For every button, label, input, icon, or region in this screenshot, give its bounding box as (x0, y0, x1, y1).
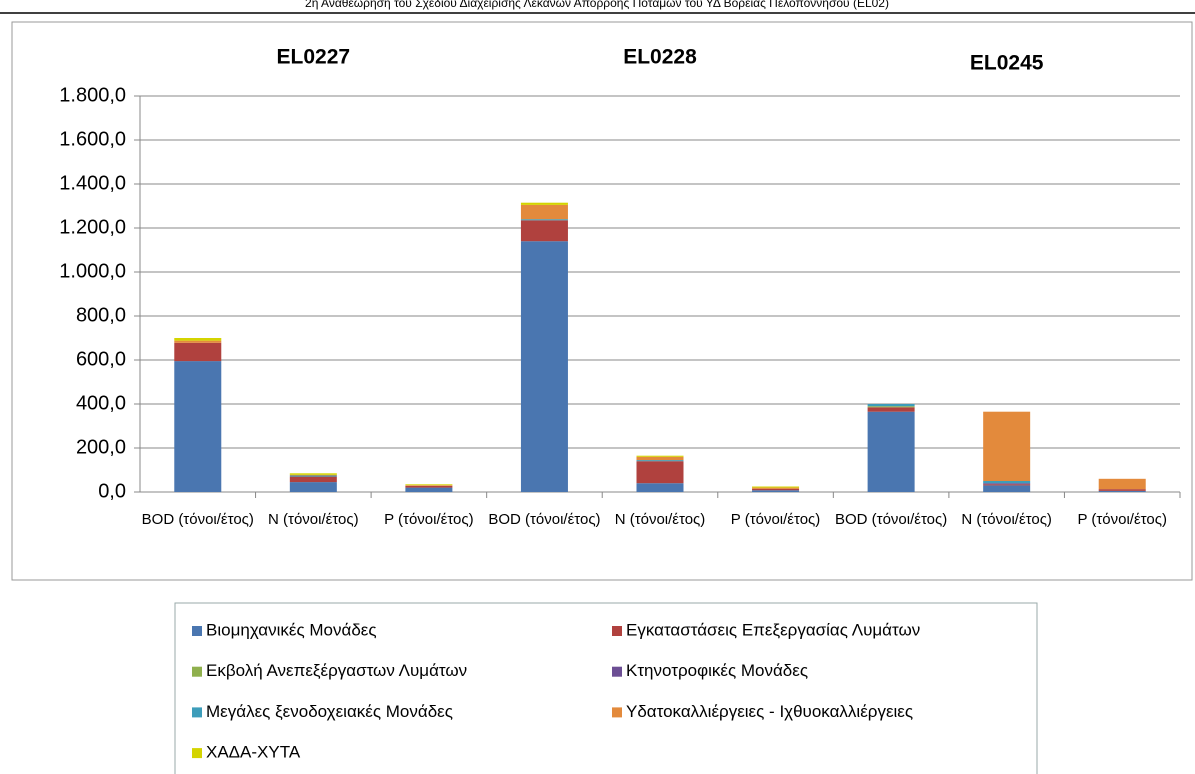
bar-segment (983, 485, 1031, 492)
y-tick-label: 400,0 (76, 392, 126, 414)
legend-swatch (612, 666, 622, 677)
x-tick-label: BOD (τόνοι/έτος) (141, 511, 254, 528)
legend-label: Μεγάλες ξενοδοχειακές Μονάδες (206, 702, 453, 721)
group-title: EL0245 (970, 52, 1044, 75)
x-tick-label: P (τόνοι/έτος) (730, 511, 821, 528)
legend-label: Κτηνοτροφικές Μονάδες (626, 661, 808, 680)
bar-segment (867, 411, 915, 492)
bar-segment (752, 490, 800, 492)
bar-segment (520, 219, 568, 221)
bar-segment (636, 461, 684, 484)
bar-segment (1098, 489, 1146, 491)
bar-segment (174, 338, 222, 341)
x-tick-label: BOD (τόνοι/έτος) (488, 511, 601, 528)
legend-label: Βιομηχανικές Μονάδες (206, 620, 377, 639)
bar-segment (289, 474, 337, 476)
bar-segment (752, 488, 800, 491)
x-tick-label: N (τόνοι/έτος) (961, 511, 1052, 528)
x-tick-label: P (τόνοι/έτος) (384, 511, 474, 528)
bar-segment (520, 202, 568, 205)
legend-label: Εκβολή Ανεπεξέργαστων Λυμάτων (206, 661, 467, 680)
bar-segment (174, 340, 222, 343)
group-title: EL0228 (623, 46, 697, 69)
bar-segment (405, 485, 453, 486)
bar-segment (636, 456, 684, 461)
bar-segment (520, 204, 568, 220)
bar-segment (1098, 478, 1146, 490)
legend-label: Εγκαταστάσεις Επεξεργασίας Λυμάτων (626, 620, 920, 639)
bar-segment (405, 487, 453, 492)
legend-swatch (612, 626, 622, 636)
bar-segment (867, 404, 915, 407)
bar-segment (405, 484, 453, 486)
bar-segment (1098, 490, 1146, 492)
bar-segment (983, 481, 1031, 484)
x-tick-label: N (τόνοι/έτος) (268, 511, 359, 528)
bar-segment (636, 460, 684, 462)
bar-segment (289, 473, 337, 475)
y-tick-label: 800,0 (76, 304, 126, 326)
legend-label: ΧΑΔΑ-ΧΥΤΑ (206, 743, 301, 762)
legend-swatch (612, 707, 622, 718)
x-tick-label: N (τόνοι/έτος) (614, 511, 706, 528)
legend-label: Υδατοκαλλιέργειες - Ιχθυοκαλλιέργειες (626, 702, 913, 721)
legend-swatch (192, 748, 202, 759)
y-tick-label: 600,0 (76, 348, 126, 370)
y-tick-label: 200,0 (76, 436, 126, 458)
bar-segment (636, 483, 684, 492)
bar-segment (520, 220, 568, 242)
y-tick-label: 0,0 (98, 480, 126, 502)
bar-segment (983, 411, 1031, 481)
x-tick-label: BOD (τόνοι/έτος) (834, 511, 948, 528)
legend-swatch (192, 707, 202, 718)
y-tick-label: 1.800,0 (59, 84, 126, 106)
bar-segment (867, 406, 915, 408)
bar-segment (174, 361, 222, 492)
bar-segment (174, 342, 222, 362)
x-tick-label: P (τόνοι/έτος) (1077, 511, 1167, 528)
bar-segment (752, 487, 800, 489)
bar-segment (289, 476, 337, 483)
legend-swatch (192, 626, 202, 636)
y-tick-label: 1.400,0 (59, 172, 126, 194)
bar-segment (983, 484, 1031, 486)
bar-segment (520, 241, 568, 492)
legend-swatch (192, 666, 202, 677)
bar-segment (752, 486, 800, 488)
y-tick-label: 1.600,0 (59, 128, 126, 150)
bar-segment (289, 482, 337, 492)
bar-segment (867, 407, 915, 412)
group-title: EL0227 (277, 46, 351, 69)
page-header: 2η Αναθεώρηση του Σχεδίου Διαχείρισης Λε… (305, 0, 889, 10)
legend-frame (174, 602, 1038, 774)
y-tick-label: 1.200,0 (59, 216, 126, 238)
y-tick-label: 1.000,0 (59, 260, 126, 282)
bar-segment (983, 483, 1031, 485)
bar-segment (636, 455, 684, 457)
bar-segment (405, 485, 453, 488)
bar-segment (289, 475, 337, 477)
